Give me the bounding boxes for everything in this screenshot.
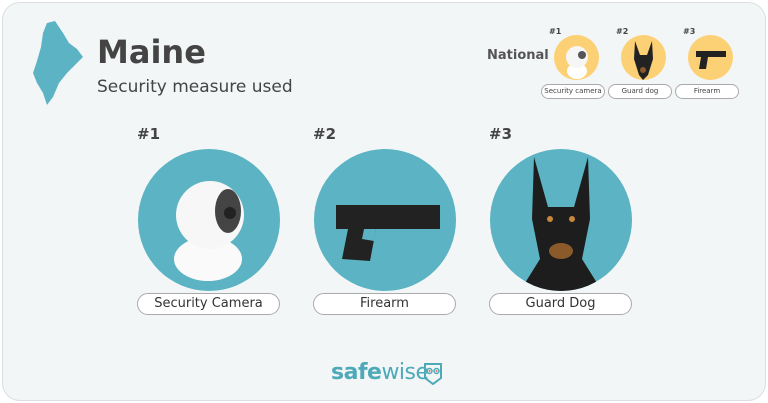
maine-state-map-icon (33, 21, 83, 105)
security-camera-icon (138, 149, 280, 291)
security-camera-icon (554, 35, 599, 80)
safewise-logo: safewise (331, 360, 429, 385)
owl-logo-icon (424, 363, 442, 386)
page-subtitle: Security measure used (97, 77, 293, 97)
guard-dog-icon (621, 35, 666, 80)
rank-label: #1 (137, 125, 161, 143)
national-pill: Security camera (541, 84, 605, 99)
firearm-icon (314, 149, 456, 291)
state-pill: Security Camera (137, 293, 280, 315)
state-pill: Firearm (313, 293, 456, 315)
guard-dog-icon (490, 149, 632, 291)
national-label: National (487, 48, 549, 63)
firearm-icon (688, 35, 733, 80)
rank-label: #2 (313, 125, 337, 143)
national-pill: Guard dog (608, 84, 672, 99)
state-pill: Guard Dog (489, 293, 632, 315)
national-pill: Firearm (675, 84, 739, 99)
rank-label: #1 (549, 27, 562, 36)
rank-label: #3 (683, 27, 696, 36)
logo-part-1: safe (331, 360, 382, 385)
logo-part-2: wise (381, 360, 429, 385)
rank-label: #3 (489, 125, 513, 143)
rank-label: #2 (616, 27, 629, 36)
page-title: Maine (97, 33, 206, 71)
